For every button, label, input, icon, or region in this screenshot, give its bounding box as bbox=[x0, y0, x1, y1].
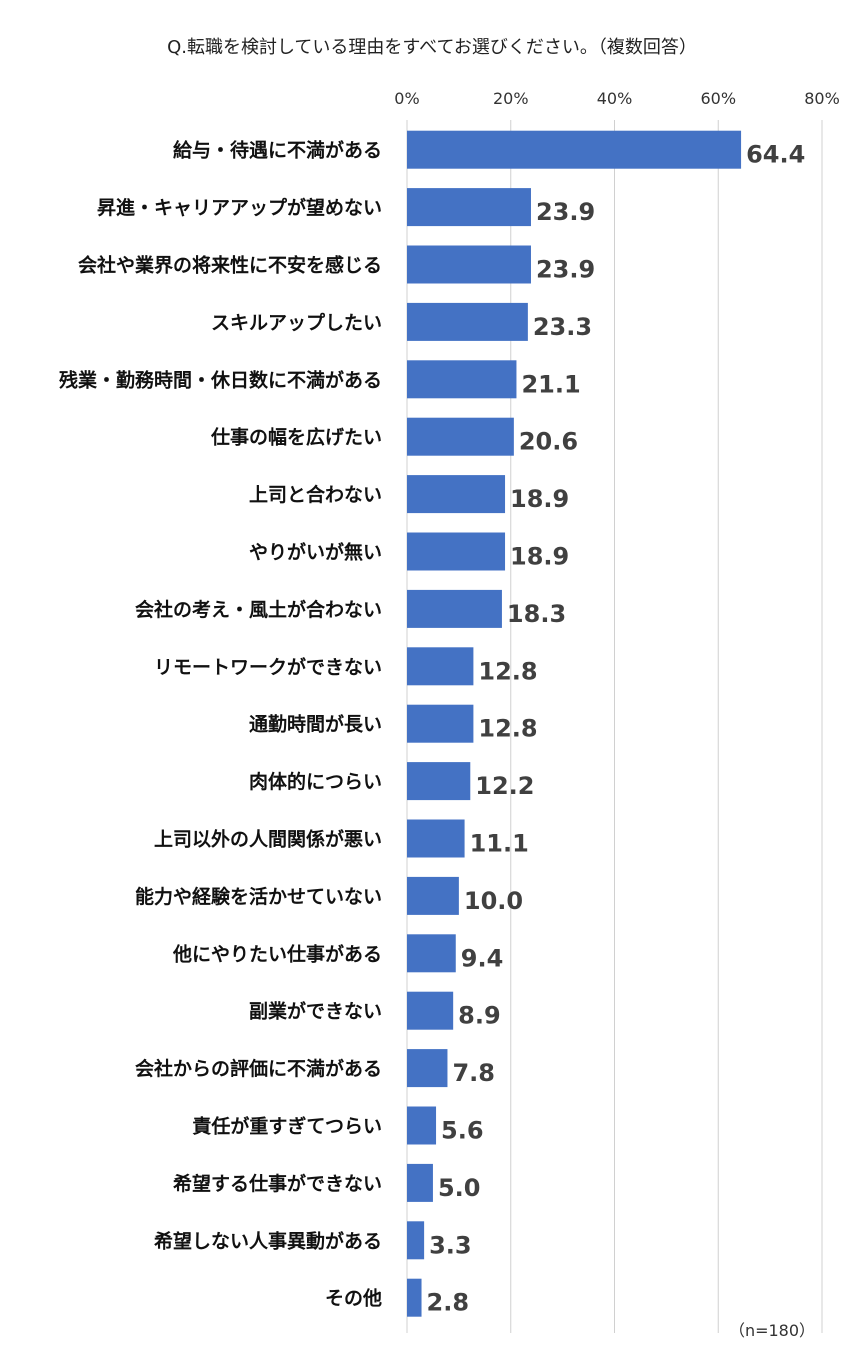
value-labels: 64.4 23.9 23.9 23.3 21.1 20.6 18.9 18.9 18.3 12.8… bbox=[427, 141, 806, 1317]
chart-title: Q.転職を検討している理由をすべてお選びください。（複数回答） bbox=[167, 37, 697, 58]
value-label: 7.8 bbox=[452, 1059, 495, 1087]
bar bbox=[407, 1278, 422, 1317]
category-label: その他 bbox=[325, 1287, 382, 1310]
category-label: 肉体的につらい bbox=[249, 770, 382, 793]
bar bbox=[407, 704, 474, 743]
category-label: 給与・待遇に不満がある bbox=[173, 139, 382, 162]
bars bbox=[407, 130, 742, 1317]
bar bbox=[407, 647, 474, 686]
bar bbox=[407, 876, 459, 915]
x-tick-label: 0% bbox=[394, 89, 419, 108]
category-label: 他にやりたい仕事がある bbox=[172, 942, 382, 965]
value-label: 3.3 bbox=[429, 1231, 472, 1259]
category-label: 会社の考え・風土が合わない bbox=[135, 598, 382, 621]
bar bbox=[407, 1106, 437, 1145]
category-label: 上司以外の人間関係が悪い bbox=[154, 828, 382, 851]
bar bbox=[407, 302, 528, 341]
value-label: 18.9 bbox=[510, 485, 569, 513]
value-label: 21.1 bbox=[521, 370, 580, 398]
value-label: 64.4 bbox=[746, 141, 805, 169]
bar bbox=[407, 762, 471, 801]
x-tick-label: 20% bbox=[493, 89, 529, 108]
bar bbox=[407, 1163, 433, 1202]
bar bbox=[407, 1221, 425, 1260]
bar bbox=[407, 532, 506, 571]
bar bbox=[407, 417, 514, 456]
x-tick-label: 80% bbox=[804, 89, 840, 108]
bar bbox=[407, 188, 531, 227]
category-label: 会社や業界の将来性に不安を感じる bbox=[78, 254, 382, 277]
bar bbox=[407, 360, 517, 399]
bar bbox=[407, 245, 531, 284]
category-label: 昇進・キャリアアップが望めない bbox=[97, 196, 382, 219]
value-label: 12.8 bbox=[478, 715, 537, 743]
value-label: 20.6 bbox=[519, 428, 578, 456]
x-tick-label: 60% bbox=[700, 89, 736, 108]
value-label: 8.9 bbox=[458, 1002, 501, 1030]
value-label: 12.2 bbox=[475, 772, 534, 800]
bar bbox=[407, 934, 456, 973]
value-label: 9.4 bbox=[461, 944, 504, 972]
bar bbox=[407, 819, 465, 858]
value-label: 5.0 bbox=[438, 1174, 481, 1202]
bar bbox=[407, 475, 506, 514]
category-labels: 給与・待遇に不満がある昇進・キャリアアップが望めない会社や業界の将来性に不安を感… bbox=[59, 139, 382, 1310]
category-label: 希望しない人事異動がある bbox=[154, 1229, 382, 1252]
bar bbox=[407, 1049, 448, 1088]
category-label: やりがいが無い bbox=[249, 541, 382, 564]
category-label: 能力や経験を活かせていない bbox=[135, 885, 382, 908]
value-label: 18.3 bbox=[507, 600, 566, 628]
value-label: 23.3 bbox=[533, 313, 592, 341]
category-label: 希望する仕事ができない bbox=[173, 1172, 382, 1195]
value-label: 2.8 bbox=[427, 1289, 470, 1317]
category-label: スキルアップしたい bbox=[211, 311, 382, 334]
category-label: 会社からの評価に不満がある bbox=[135, 1057, 382, 1080]
x-tick-label: 40% bbox=[597, 89, 633, 108]
value-label: 23.9 bbox=[536, 198, 595, 226]
category-label: 責任が重すぎてつらい bbox=[192, 1115, 382, 1138]
value-label: 10.0 bbox=[464, 887, 523, 915]
value-label: 5.6 bbox=[441, 1117, 484, 1145]
sample-size-note: （n=180） bbox=[729, 1321, 815, 1340]
category-label: 上司と合わない bbox=[249, 483, 382, 506]
value-label: 11.1 bbox=[470, 830, 529, 858]
category-label: 副業ができない bbox=[249, 1000, 382, 1023]
category-label: リモートワークができない bbox=[154, 655, 382, 678]
value-label: 23.9 bbox=[536, 256, 595, 284]
category-label: 通勤時間が長い bbox=[249, 713, 382, 736]
bar bbox=[407, 991, 454, 1030]
category-label: 残業・勤務時間・休日数に不満がある bbox=[59, 368, 382, 391]
value-label: 12.8 bbox=[478, 657, 537, 685]
x-axis-ticks: 0% 20% 40% 60% 80% bbox=[394, 89, 839, 108]
category-label: 仕事の幅を広げたい bbox=[210, 426, 382, 449]
value-label: 18.9 bbox=[510, 543, 569, 571]
bar bbox=[407, 130, 742, 169]
bar bbox=[407, 589, 502, 628]
